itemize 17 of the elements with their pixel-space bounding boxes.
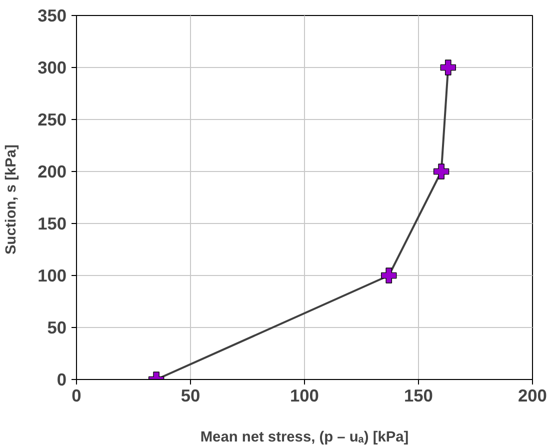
y-tick-label: 250	[38, 110, 67, 130]
x-axis-title: Mean net stress, (p – uₐ) [kPa]	[200, 430, 409, 446]
point	[433, 164, 450, 180]
x-tick-label: 200	[518, 386, 547, 406]
point	[440, 60, 456, 76]
x-tick-label: 100	[290, 386, 319, 406]
y-tick-label: 150	[38, 214, 67, 234]
y-tick-label: 200	[38, 162, 67, 182]
y-axis-title: Suction, s [kPa]	[4, 144, 20, 255]
x-tick-label: 50	[180, 386, 200, 406]
y-tick-label: 100	[38, 266, 67, 286]
x-tick-label: 0	[72, 386, 82, 406]
y-tick-label: 300	[38, 58, 67, 78]
x-tick-label: 150	[404, 386, 433, 406]
y-tick-label: 50	[47, 318, 67, 338]
y-tick-label: 350	[38, 6, 67, 26]
y-tick-label: 0	[56, 370, 67, 390]
